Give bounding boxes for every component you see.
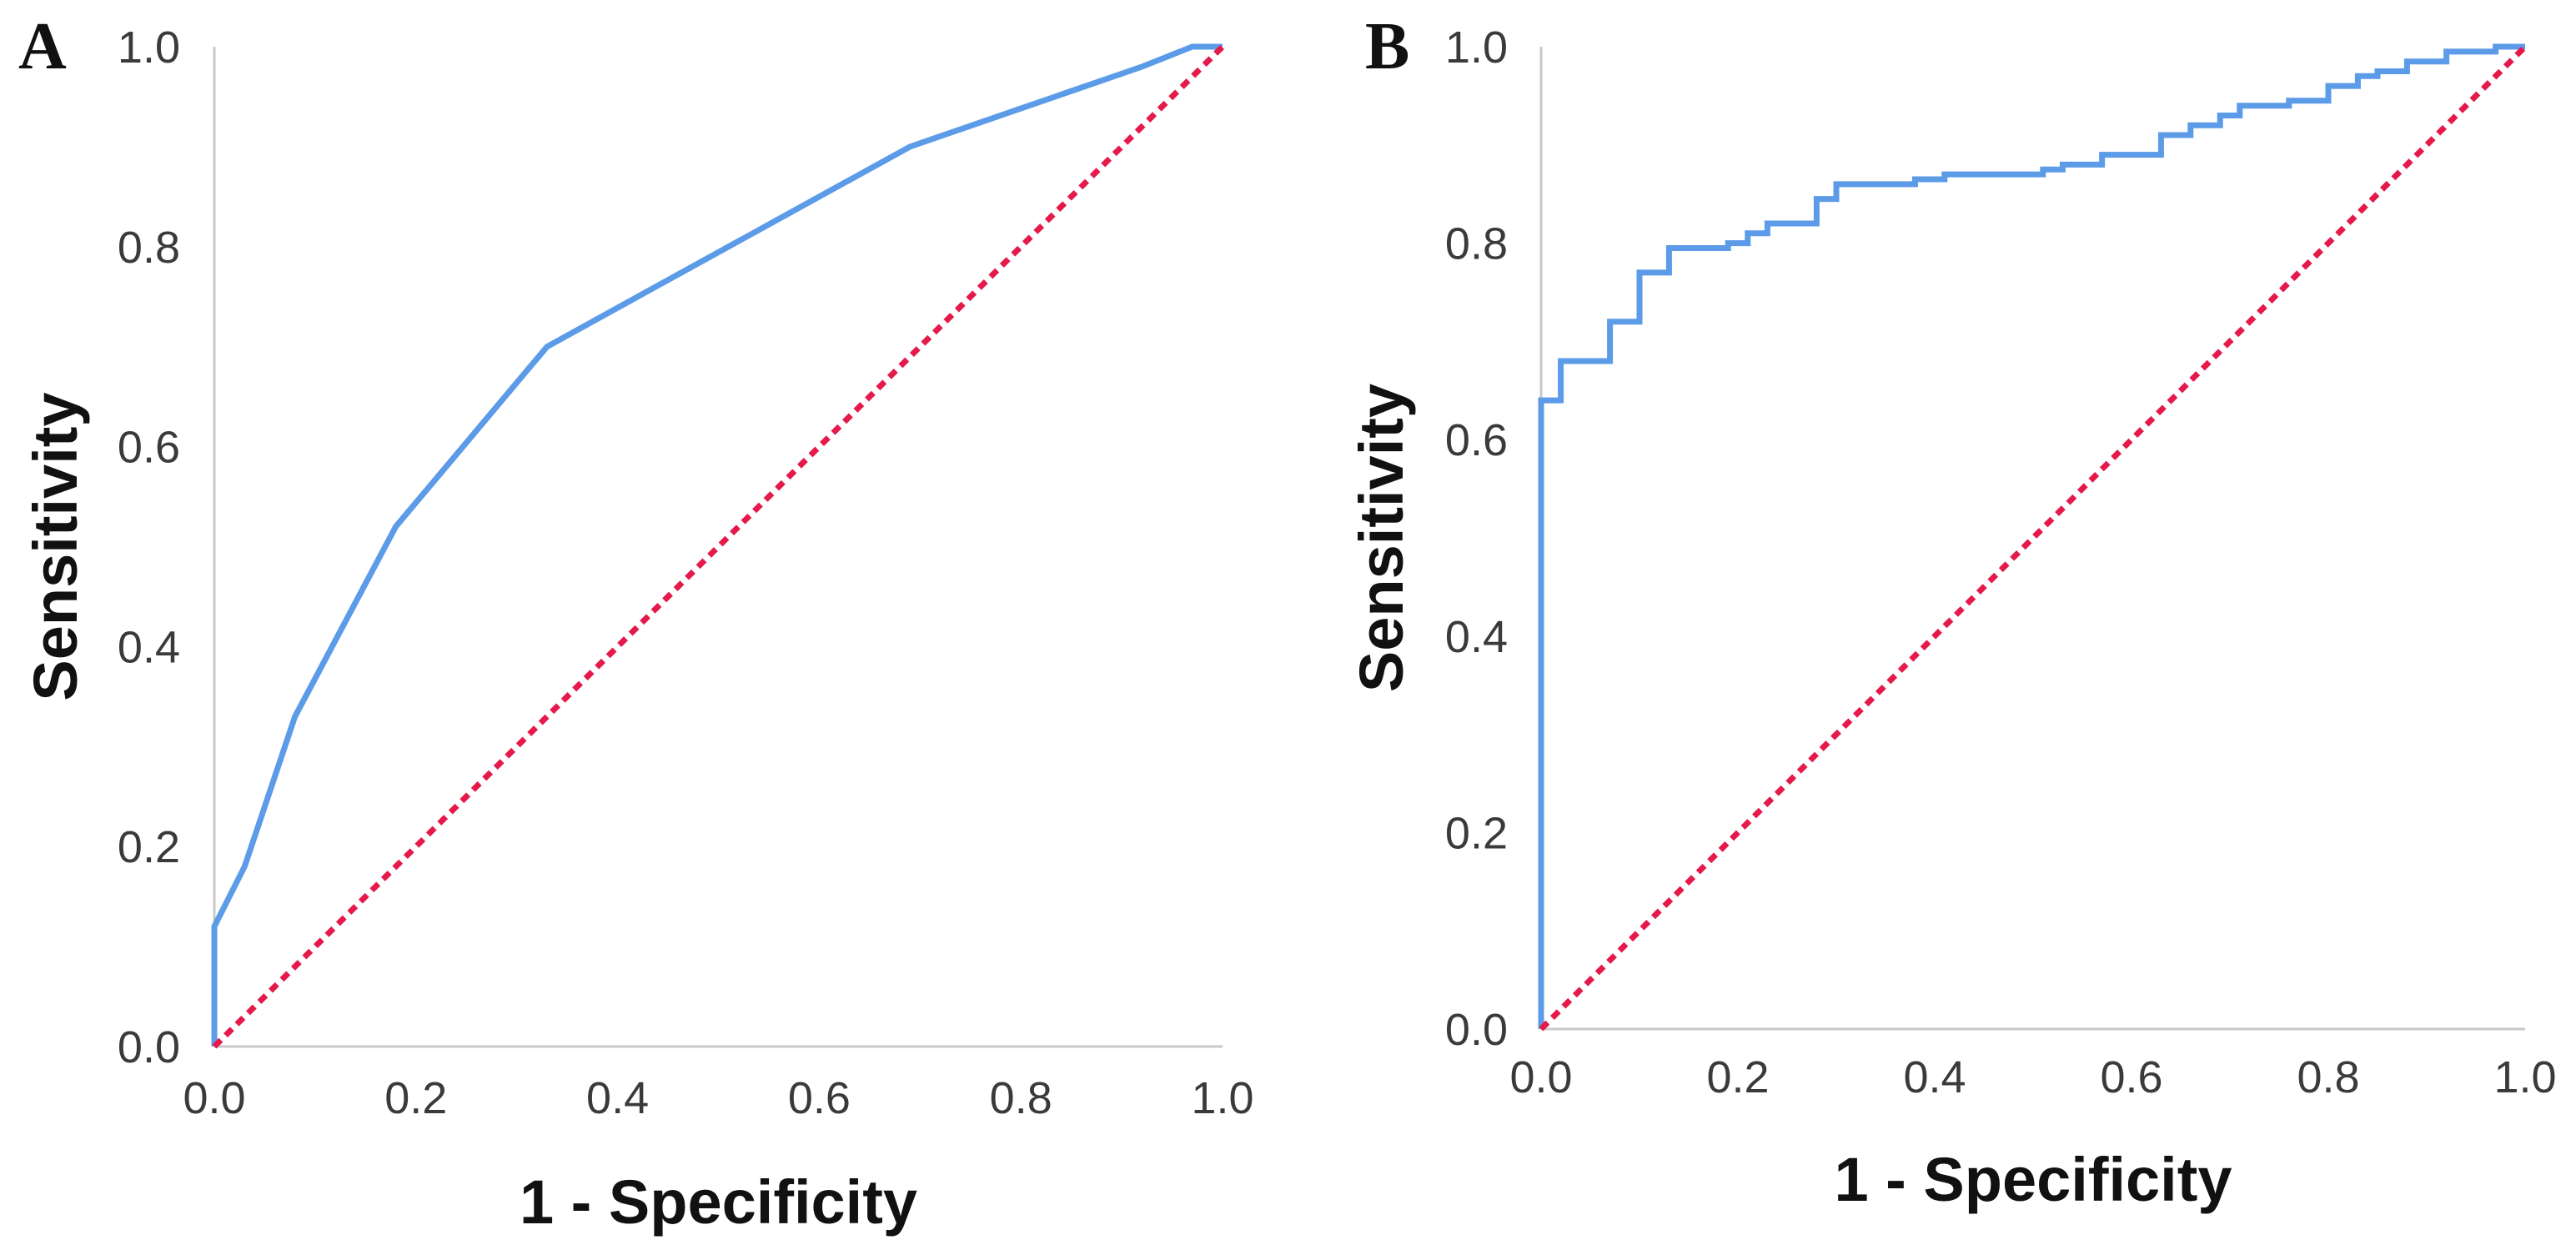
- chart-b-x-tick-label: 1.0: [2493, 1052, 2556, 1102]
- chart-a-x-tick-label: 0.8: [990, 1073, 1052, 1123]
- chart-a-roc-curve: [211, 43, 1223, 1047]
- chart-a-y-axis-title: Sensitivity: [21, 392, 90, 700]
- chart-b-reference-line: [1539, 44, 2528, 1032]
- chart-b-y-tick-label: 0.4: [1445, 612, 1508, 662]
- chart-a-y-tick-label: 0.2: [118, 822, 180, 872]
- chart-b-y-tick-label: 0.0: [1445, 1005, 1508, 1055]
- chart-a-y-tick-label: 0.6: [118, 423, 180, 473]
- chart-a-y-tick-label: 0.8: [118, 223, 180, 273]
- chart-b-x-tick-label: 0.2: [1706, 1052, 1769, 1102]
- chart-a-y-tick-label: 1.0: [118, 23, 180, 73]
- chart-a-panel-label: A: [18, 10, 67, 83]
- chart-a-x-tick-label: 1.0: [1191, 1073, 1253, 1123]
- chart-b-panel-label: B: [1365, 10, 1409, 83]
- chart-b-x-axis-title: 1 - Specificity: [1834, 1145, 2232, 1214]
- chart-a-x-axis-title: 1 - Specificity: [520, 1167, 917, 1237]
- chart-a-x-tick-label: 0.2: [384, 1073, 447, 1123]
- chart-a-x-tick-label: 0.4: [586, 1073, 649, 1123]
- chart-b-y-tick-label: 0.6: [1445, 415, 1508, 465]
- chart-b-x-tick-label: 0.8: [2297, 1052, 2359, 1102]
- chart-b-y-axis-title: Sensitivity: [1347, 384, 1416, 692]
- chart-b-roc-curve: [1538, 43, 2525, 1029]
- chart-b-y-tick-label: 0.8: [1445, 219, 1508, 269]
- chart-b-x-tick-label: 0.6: [2100, 1052, 2162, 1102]
- chart-a-x-tick-label: 0.6: [788, 1073, 851, 1123]
- chart-b-x-tick-label: 0.0: [1509, 1052, 1572, 1102]
- chart-a-y-tick-label: 0.4: [118, 622, 180, 672]
- chart-a-x-tick-label: 0.0: [183, 1073, 245, 1123]
- chart-b-x-tick-label: 0.4: [1903, 1052, 1966, 1102]
- chart-b-y-tick-label: 0.2: [1445, 808, 1508, 858]
- chart-a-y-tick-label: 0.0: [118, 1022, 180, 1072]
- chart-b-y-tick-label: 1.0: [1445, 23, 1508, 73]
